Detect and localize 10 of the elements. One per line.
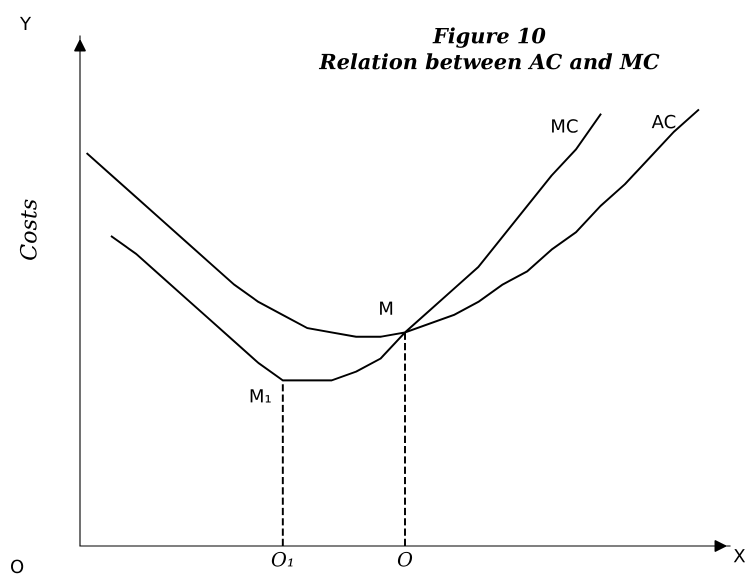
series-label: AC: [652, 114, 676, 128]
x-tick-label: O₁: [272, 552, 293, 567]
series-label: MC: [552, 119, 578, 133]
chart-title: Figure 10: [432, 27, 546, 48]
annotation: M: [380, 302, 392, 315]
text: Y: [20, 16, 32, 30]
annotation: M₁: [250, 389, 271, 402]
y-axis-title: Costs: [20, 199, 37, 260]
x-axis-title: X: [734, 549, 746, 562]
chart-subtitle: Relation between AC and MC: [318, 53, 660, 70]
